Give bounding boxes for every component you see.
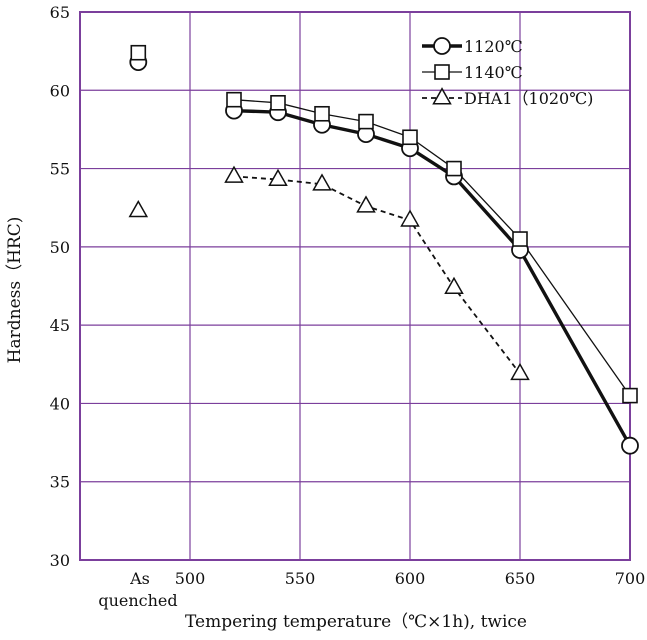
series <box>128 44 639 455</box>
legend-marker <box>434 64 450 80</box>
y-tick-label: 55 <box>50 160 70 179</box>
data-point <box>510 362 530 381</box>
tick-labels: 30 35 40 45 50 55 60 65 500 550 600 650 700 <box>50 3 646 588</box>
data-point <box>400 209 420 227</box>
data-point <box>312 173 332 191</box>
y-axis-title: Hardness（HRC) <box>5 217 25 364</box>
y-tick-label: 40 <box>50 394 70 413</box>
x-tick-label: 600 <box>395 569 426 588</box>
legend-label: 1120℃ <box>464 37 523 56</box>
plot-frame <box>79 11 631 561</box>
y-tick-label: 35 <box>50 473 70 492</box>
grid <box>80 12 630 560</box>
data-point <box>226 91 242 108</box>
data-point <box>512 231 528 247</box>
x-tick-label: 700 <box>615 569 646 588</box>
data-point <box>356 195 376 213</box>
y-tick-label: 30 <box>50 551 70 570</box>
y-tick-label: 60 <box>50 81 70 100</box>
series-line <box>233 175 521 375</box>
data-point <box>270 95 286 111</box>
x-tick-label: 500 <box>175 569 206 588</box>
data-point <box>402 129 418 146</box>
data-point <box>314 105 330 122</box>
series-line <box>233 108 632 447</box>
y-tick-label: 45 <box>50 316 70 335</box>
data-point <box>446 160 462 177</box>
axes <box>79 11 631 561</box>
data-point <box>268 168 288 186</box>
data-point <box>621 436 639 455</box>
legend-label: DHA1（1020℃) <box>464 89 593 108</box>
as-quenched-point <box>130 44 147 61</box>
x-category-label-line1: As <box>129 569 150 588</box>
as-quenched-point <box>128 200 149 218</box>
legend: 1120℃ 1140℃ DHA1（1020℃) <box>422 37 593 108</box>
series-line <box>233 99 631 396</box>
x-category-label-line2: quenched <box>98 591 177 610</box>
y-tick-label: 50 <box>50 238 70 257</box>
legend-label: 1140℃ <box>464 63 523 82</box>
data-point <box>224 165 244 183</box>
data-point <box>444 276 464 295</box>
x-tick-label: 550 <box>285 569 316 588</box>
legend-marker <box>432 87 452 105</box>
data-point <box>622 387 638 404</box>
y-tick-label: 65 <box>50 3 70 22</box>
x-tick-label: 650 <box>505 569 536 588</box>
data-point <box>358 113 374 130</box>
x-axis-title: Tempering temperature（℃×1h), twice <box>185 612 527 632</box>
legend-marker <box>433 37 451 55</box>
